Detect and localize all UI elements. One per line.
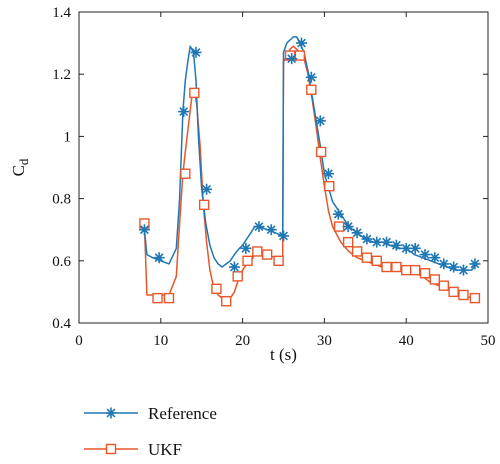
axes-frame <box>78 11 489 324</box>
x-tick-label: 10 <box>153 333 168 349</box>
legend-label-reference: Reference <box>148 404 217 423</box>
data-point-ukf <box>371 255 382 266</box>
data-point-ukf <box>381 261 392 273</box>
legend-marker-ukf <box>105 443 117 455</box>
legend-marker-reference <box>105 407 117 419</box>
data-point-ukf <box>333 221 345 232</box>
data-point-reference <box>228 261 240 273</box>
data-point-reference <box>286 53 298 65</box>
data-point-reference <box>295 37 307 49</box>
data-point-reference <box>381 236 393 248</box>
data-point-ukf <box>306 84 317 95</box>
y-tick-label: 0.8 <box>52 192 71 208</box>
data-point-reference <box>322 168 334 180</box>
data-point-reference <box>419 249 431 261</box>
data-point-reference <box>314 115 326 127</box>
x-axis-label: t (s) <box>270 345 297 364</box>
data-point-reference <box>253 221 265 233</box>
data-point-ukf <box>438 280 450 291</box>
data-point-ukf <box>458 289 469 301</box>
y-axis-label: Cd <box>9 158 31 176</box>
data-point-ukf <box>419 268 431 279</box>
data-point-ukf <box>152 292 163 304</box>
data-point-ukf <box>252 246 263 257</box>
data-point-reference <box>265 224 277 236</box>
data-point-reference <box>390 239 402 251</box>
data-point-reference <box>448 261 460 273</box>
data-point-reference <box>278 230 289 242</box>
data-point-ukf <box>469 292 481 304</box>
data-point-reference <box>429 252 441 264</box>
data-point-ukf <box>163 292 175 304</box>
data-point-reference <box>201 183 213 195</box>
x-tick-label: 50 <box>481 333 496 349</box>
x-tick-label: 20 <box>235 333 250 349</box>
data-point-reference <box>240 242 252 254</box>
data-point-ukf <box>189 87 200 99</box>
y-tick-label: 1.2 <box>52 67 71 83</box>
plot-area <box>138 36 481 307</box>
data-point-ukf <box>261 249 273 260</box>
data-point-reference <box>438 258 450 270</box>
data-point-reference <box>332 208 344 220</box>
data-point-ukf <box>448 286 459 298</box>
legend: Reference UKF <box>84 404 217 459</box>
data-point-reference <box>457 264 469 276</box>
data-point-reference <box>153 252 165 264</box>
data-point-reference <box>409 242 421 254</box>
data-point-reference <box>190 46 202 58</box>
data-point-ukf <box>221 296 232 307</box>
y-tick-label: 0.4 <box>52 316 71 332</box>
axes: 0 10 20 30 40 50 0.4 0.6 0.8 1 1.2 1.4 <box>52 5 495 349</box>
x-tick-label: 30 <box>317 333 332 349</box>
data-point-ukf <box>232 271 243 282</box>
y-axis-label-subscript: d <box>16 158 31 165</box>
data-point-ukf <box>324 180 335 192</box>
data-point-ukf <box>361 252 373 263</box>
data-point-ukf <box>409 264 421 276</box>
data-point-reference <box>138 224 150 236</box>
series-line-reference <box>143 36 478 271</box>
x-tick-label: 40 <box>399 333 414 349</box>
data-point-ukf <box>273 255 284 266</box>
data-point-ukf <box>180 168 191 179</box>
data-point-reference <box>361 233 373 245</box>
data-point-ukf <box>391 261 402 273</box>
legend-label-ukf: UKF <box>148 440 182 459</box>
data-point-ukf <box>429 274 441 285</box>
y-axis-label-main: C <box>9 165 28 176</box>
data-point-reference <box>178 106 190 118</box>
data-point-reference <box>400 242 412 254</box>
data-point-reference <box>351 227 363 239</box>
data-point-ukf <box>211 283 222 294</box>
data-point-reference <box>469 258 481 270</box>
y-tick-label: 0.6 <box>52 254 71 270</box>
data-point-reference <box>305 71 317 83</box>
data-point-reference <box>342 221 354 233</box>
data-point-reference <box>371 236 383 248</box>
data-point-ukf <box>242 255 253 266</box>
data-point-ukf <box>351 246 363 257</box>
data-point-ukf <box>198 199 210 211</box>
data-point-ukf <box>401 264 412 276</box>
x-tick-label: 0 <box>75 333 83 349</box>
y-tick-label: 1.4 <box>52 5 71 21</box>
y-tick-label: 1 <box>64 129 72 145</box>
data-point-ukf <box>342 236 354 248</box>
data-point-ukf <box>315 146 327 158</box>
